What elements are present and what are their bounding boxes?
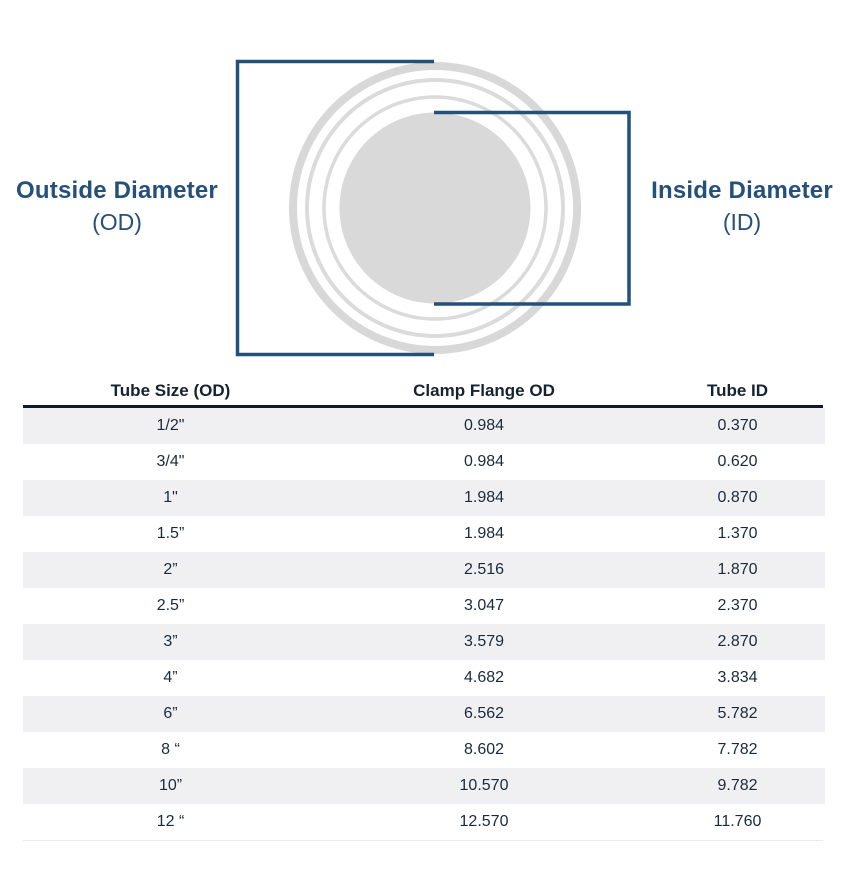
column-header-tube-size: Tube Size (OD) bbox=[110, 380, 231, 400]
ferrule-diagram-graphic bbox=[235, 59, 631, 357]
table-cell: 2” bbox=[163, 561, 178, 578]
table-cell: 4.682 bbox=[463, 669, 505, 686]
table-row: 3” 3.579 2.870 bbox=[23, 624, 825, 660]
outside-diameter-label: Outside Diameter (OD) bbox=[12, 177, 222, 236]
table-cell: 12 “ bbox=[156, 813, 185, 830]
table-bottom-rule bbox=[23, 840, 823, 841]
table-row: 12 “ 12.570 11.760 bbox=[23, 804, 825, 840]
column-header-tube-id: Tube ID bbox=[706, 380, 769, 400]
od-measurement-bracket bbox=[235, 59, 434, 357]
outside-diameter-abbr: (OD) bbox=[92, 209, 142, 236]
table-row: 2” 2.516 1.870 bbox=[23, 552, 825, 588]
table-cell: 8 “ bbox=[161, 741, 180, 758]
tube-size-table: Tube Size (OD) Clamp Flange OD Tube ID 1… bbox=[23, 376, 825, 841]
id-measurement-bracket bbox=[434, 110, 631, 306]
table-cell: 0.984 bbox=[463, 453, 505, 470]
clamp-flange-outer-ring bbox=[289, 62, 581, 354]
table-cell: 3.047 bbox=[463, 597, 505, 614]
table-cell: 3” bbox=[163, 633, 178, 650]
table-cell: 8.602 bbox=[463, 741, 505, 758]
table-cell: 1.370 bbox=[717, 525, 758, 542]
table-cell: 5.782 bbox=[717, 705, 758, 722]
table-cell: 3.579 bbox=[463, 633, 505, 650]
table-cell: 6.562 bbox=[463, 705, 505, 722]
inside-diameter-abbr: (ID) bbox=[722, 209, 762, 236]
table-row: 6” 6.562 5.782 bbox=[23, 696, 825, 732]
table-row: 2.5” 3.047 2.370 bbox=[23, 588, 825, 624]
table-row: 4” 4.682 3.834 bbox=[23, 660, 825, 696]
inside-diameter-label: Inside Diameter (ID) bbox=[642, 177, 842, 236]
table-cell: 2.870 bbox=[717, 633, 758, 650]
table-cell: 11.760 bbox=[713, 813, 762, 830]
clamp-ferrule-diagram: Outside Diameter (OD) Inside Diameter (I… bbox=[0, 0, 850, 376]
table-cell: 9.782 bbox=[717, 777, 758, 794]
table-cell: 1.5” bbox=[156, 525, 185, 542]
table-cell: 1" bbox=[163, 489, 178, 506]
table-cell: 0.984 bbox=[463, 417, 505, 434]
outside-diameter-title: Outside Diameter bbox=[16, 177, 218, 204]
table-row: 10” 10.570 9.782 bbox=[23, 768, 825, 804]
table-header-row: Tube Size (OD) Clamp Flange OD Tube ID bbox=[23, 376, 825, 405]
table-cell: 4” bbox=[163, 669, 178, 686]
table-cell: 1.870 bbox=[717, 561, 758, 578]
table-row: 8 “ 8.602 7.782 bbox=[23, 732, 825, 768]
table-cell: 10” bbox=[158, 777, 183, 794]
clamp-flange-middle-ring bbox=[305, 78, 565, 338]
column-header-clamp-flange-od: Clamp Flange OD bbox=[413, 380, 555, 400]
table-cell: 0.370 bbox=[717, 417, 758, 434]
table-row: 1/2" 0.984 0.370 bbox=[23, 408, 825, 444]
table-cell: 1.984 bbox=[463, 525, 505, 542]
table-cell: 12.570 bbox=[459, 813, 509, 830]
inside-diameter-title: Inside Diameter bbox=[651, 177, 833, 204]
table-cell: 0.620 bbox=[717, 453, 758, 470]
table-row: 1" 1.984 0.870 bbox=[23, 480, 825, 516]
table-cell: 3.834 bbox=[717, 669, 758, 686]
table-cell: 7.782 bbox=[717, 741, 758, 758]
table-row: 1.5” 1.984 1.370 bbox=[23, 516, 825, 552]
table-cell: 1/2" bbox=[156, 417, 185, 434]
table-cell: 0.870 bbox=[717, 489, 758, 506]
table-cell: 2.5” bbox=[156, 597, 185, 614]
clamp-flange-inner-ring bbox=[322, 95, 548, 321]
tube-bore-circle bbox=[339, 112, 531, 304]
table-cell: 2.370 bbox=[717, 597, 758, 614]
table-header-rule bbox=[23, 405, 823, 408]
table-cell: 10.570 bbox=[459, 777, 509, 794]
table-cell: 2.516 bbox=[463, 561, 505, 578]
table-row: 3/4" 0.984 0.620 bbox=[23, 444, 825, 480]
table-cell: 1.984 bbox=[463, 489, 505, 506]
table-cell: 6” bbox=[163, 705, 178, 722]
table-cell: 3/4" bbox=[156, 453, 185, 470]
table-body: 1/2" 0.984 0.370 3/4" 0.984 0.620 1" 1.984 0.870… bbox=[23, 408, 825, 840]
